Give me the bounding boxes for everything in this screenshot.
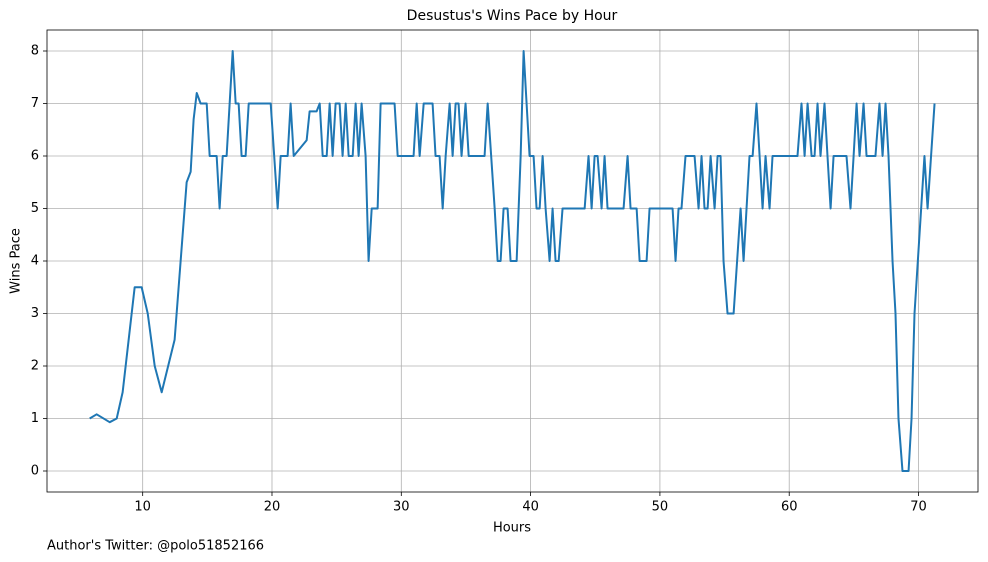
y-tick-label: 7 xyxy=(31,96,39,111)
annotation: Author's Twitter: @polo51852166 xyxy=(47,539,264,554)
x-tick-label: 40 xyxy=(522,500,539,515)
y-tick-label: 3 xyxy=(31,306,39,321)
x-axis-label: Hours xyxy=(493,521,531,536)
y-axis-label: Wins Pace xyxy=(9,228,24,294)
x-tick-label: 30 xyxy=(393,500,410,515)
x-tick-label: 70 xyxy=(910,500,927,515)
plot-frame xyxy=(46,29,979,493)
x-tick-label: 60 xyxy=(781,500,798,515)
y-tick-label: 6 xyxy=(31,149,39,164)
x-tick-label: 50 xyxy=(652,500,669,515)
y-tick-label: 1 xyxy=(31,411,39,426)
y-tick-label: 8 xyxy=(31,44,39,59)
y-tick-label: 5 xyxy=(31,201,39,216)
chart-title: Desustus's Wins Pace by Hour xyxy=(407,8,618,24)
y-tick-label: 2 xyxy=(31,359,39,374)
x-tick-label: 20 xyxy=(264,500,281,515)
y-tick-label: 0 xyxy=(31,464,39,479)
y-tick-label: 4 xyxy=(31,254,39,269)
x-tick-label: 10 xyxy=(134,500,151,515)
data-line xyxy=(89,50,936,472)
